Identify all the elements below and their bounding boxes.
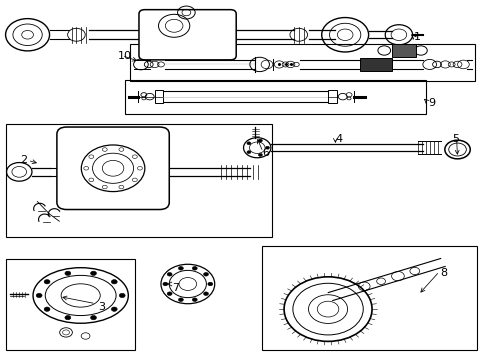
Circle shape <box>193 266 197 270</box>
Circle shape <box>111 280 117 284</box>
Circle shape <box>65 315 71 320</box>
Circle shape <box>163 282 168 286</box>
Circle shape <box>266 146 270 149</box>
Circle shape <box>203 292 208 296</box>
Bar <box>125 80 426 114</box>
Text: 6: 6 <box>262 148 269 158</box>
Bar <box>262 246 477 350</box>
Bar <box>155 90 163 103</box>
Circle shape <box>247 151 251 154</box>
Bar <box>5 259 135 350</box>
FancyBboxPatch shape <box>139 10 236 60</box>
Circle shape <box>167 292 172 296</box>
Circle shape <box>91 315 97 320</box>
Bar <box>5 125 272 237</box>
Text: 7: 7 <box>172 283 179 293</box>
Circle shape <box>91 271 97 275</box>
Text: 10: 10 <box>118 51 132 61</box>
Circle shape <box>44 280 50 284</box>
Circle shape <box>247 142 251 145</box>
Circle shape <box>167 273 172 276</box>
FancyBboxPatch shape <box>57 127 169 210</box>
Bar <box>130 44 475 81</box>
Circle shape <box>111 307 117 311</box>
Text: 8: 8 <box>441 268 447 278</box>
Text: 3: 3 <box>98 302 105 312</box>
Bar <box>392 44 416 57</box>
Circle shape <box>258 139 262 142</box>
Circle shape <box>36 293 42 298</box>
Circle shape <box>193 298 197 301</box>
Circle shape <box>119 293 125 298</box>
Text: 9: 9 <box>428 98 435 108</box>
Text: 2: 2 <box>20 155 27 165</box>
Bar <box>328 90 337 103</box>
Circle shape <box>208 282 213 286</box>
Circle shape <box>178 298 183 301</box>
Circle shape <box>203 273 208 276</box>
Circle shape <box>65 271 71 275</box>
Text: 1: 1 <box>414 32 420 41</box>
Circle shape <box>44 307 50 311</box>
Text: 5: 5 <box>453 134 460 144</box>
Bar <box>360 58 392 71</box>
Circle shape <box>258 153 262 156</box>
Text: 4: 4 <box>335 134 343 144</box>
Circle shape <box>178 266 183 270</box>
